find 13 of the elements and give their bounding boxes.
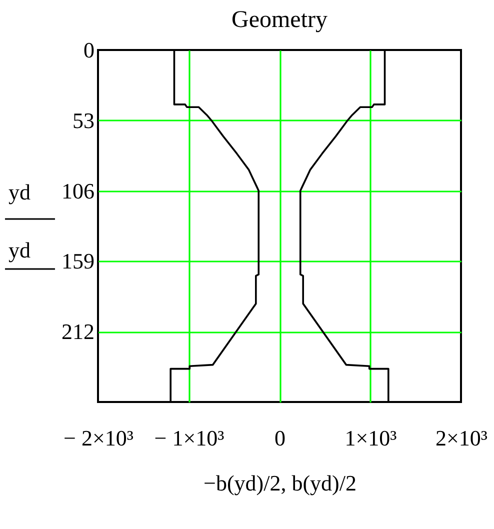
y-tick-label: 212 bbox=[62, 319, 94, 344]
y-tick-label: 0 bbox=[84, 38, 94, 62]
x-tick-label: 0 bbox=[274, 426, 286, 450]
x-tick-label: 2×10³ bbox=[435, 426, 488, 450]
y-tick-label: 106 bbox=[62, 178, 94, 204]
x-tick-label: − 1×10³ bbox=[154, 426, 225, 450]
x-tick-label: − 2×10³ bbox=[64, 426, 134, 450]
y-tick-label: 159 bbox=[62, 248, 94, 274]
text: yd yd bbox=[8, 180, 30, 262]
chart-title: Geometry bbox=[232, 7, 328, 33]
y-tick-label: 53 bbox=[72, 108, 94, 133]
x-axis-title: −b(yd)/2, b(yd)/2 bbox=[204, 470, 356, 496]
x-tick-label: 1×10³ bbox=[344, 426, 398, 450]
